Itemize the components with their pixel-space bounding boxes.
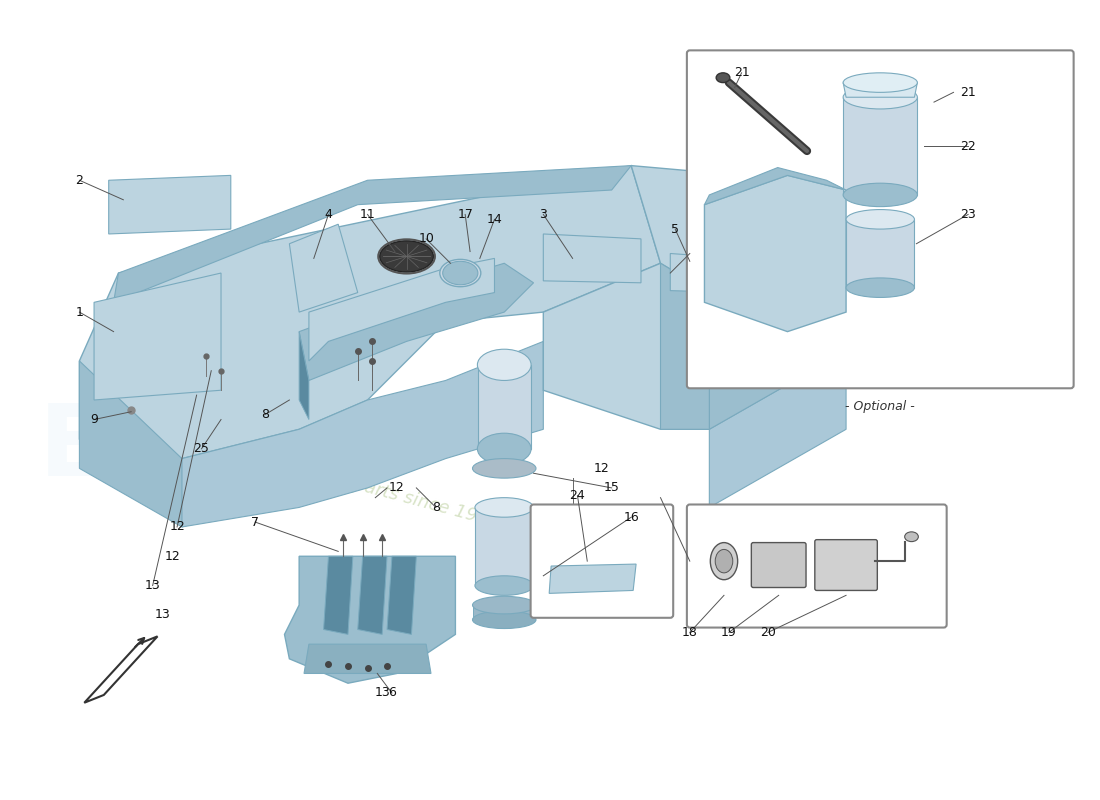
Text: 3: 3 xyxy=(539,208,547,221)
Text: 21: 21 xyxy=(960,86,976,99)
Polygon shape xyxy=(670,254,738,293)
Text: 13: 13 xyxy=(374,686,390,699)
Text: 11: 11 xyxy=(360,208,375,221)
Polygon shape xyxy=(710,205,846,430)
Polygon shape xyxy=(182,342,543,527)
Text: 25: 25 xyxy=(194,442,209,455)
Ellipse shape xyxy=(843,73,917,92)
Polygon shape xyxy=(323,556,353,634)
Text: 21: 21 xyxy=(734,66,749,79)
Text: 19: 19 xyxy=(720,626,737,639)
Polygon shape xyxy=(85,636,157,702)
Polygon shape xyxy=(704,175,846,332)
Polygon shape xyxy=(846,219,914,288)
Text: a passion for parts since 1985: a passion for parts since 1985 xyxy=(234,444,502,532)
Polygon shape xyxy=(299,263,534,381)
Ellipse shape xyxy=(442,262,477,285)
Text: ELASN: ELASN xyxy=(39,400,404,498)
Polygon shape xyxy=(79,361,299,527)
Text: 13: 13 xyxy=(145,579,161,592)
Text: 20: 20 xyxy=(760,626,775,639)
Text: 12: 12 xyxy=(594,462,609,475)
Polygon shape xyxy=(285,556,455,683)
Ellipse shape xyxy=(711,542,738,580)
Polygon shape xyxy=(843,82,917,98)
Ellipse shape xyxy=(473,596,536,614)
Text: 1: 1 xyxy=(76,306,84,318)
Text: 24: 24 xyxy=(570,490,585,502)
Ellipse shape xyxy=(716,73,730,82)
Polygon shape xyxy=(79,166,660,458)
Ellipse shape xyxy=(475,498,534,517)
FancyBboxPatch shape xyxy=(530,505,673,618)
Ellipse shape xyxy=(477,434,531,465)
Text: 8: 8 xyxy=(261,408,270,421)
Ellipse shape xyxy=(843,183,917,206)
Ellipse shape xyxy=(475,576,534,595)
Polygon shape xyxy=(631,166,846,293)
Polygon shape xyxy=(543,234,641,283)
Ellipse shape xyxy=(473,458,536,478)
Polygon shape xyxy=(843,98,917,195)
Polygon shape xyxy=(358,556,387,634)
Text: 5: 5 xyxy=(671,222,679,235)
FancyBboxPatch shape xyxy=(815,540,878,590)
Text: 9: 9 xyxy=(90,413,98,426)
Ellipse shape xyxy=(843,86,917,109)
Text: 16: 16 xyxy=(624,510,639,524)
Text: 10: 10 xyxy=(418,232,434,246)
Polygon shape xyxy=(475,507,534,586)
Ellipse shape xyxy=(846,210,914,229)
Ellipse shape xyxy=(904,532,918,542)
FancyBboxPatch shape xyxy=(686,50,1074,388)
Text: 13: 13 xyxy=(154,608,170,622)
Polygon shape xyxy=(95,273,221,400)
Ellipse shape xyxy=(715,550,733,573)
Ellipse shape xyxy=(379,241,433,272)
Polygon shape xyxy=(704,167,846,205)
Text: 8: 8 xyxy=(432,501,440,514)
Polygon shape xyxy=(299,332,309,419)
Text: 6: 6 xyxy=(388,686,396,699)
Ellipse shape xyxy=(440,259,481,286)
Text: 22: 22 xyxy=(960,139,976,153)
Polygon shape xyxy=(387,556,416,634)
Polygon shape xyxy=(710,351,846,507)
Text: 12: 12 xyxy=(389,482,405,494)
Text: 4: 4 xyxy=(324,208,332,221)
Text: 2: 2 xyxy=(76,174,84,186)
Text: 12: 12 xyxy=(164,550,180,562)
Polygon shape xyxy=(109,175,231,234)
Text: 15: 15 xyxy=(604,482,619,494)
Text: 23: 23 xyxy=(960,208,976,221)
Text: 18: 18 xyxy=(682,626,697,639)
FancyBboxPatch shape xyxy=(686,505,947,627)
FancyBboxPatch shape xyxy=(751,542,806,587)
Ellipse shape xyxy=(477,350,531,381)
Ellipse shape xyxy=(473,611,536,629)
Ellipse shape xyxy=(846,278,914,298)
Polygon shape xyxy=(473,605,536,620)
Polygon shape xyxy=(660,263,710,430)
Polygon shape xyxy=(289,224,358,312)
Polygon shape xyxy=(477,365,530,449)
Polygon shape xyxy=(304,644,431,674)
Text: 14: 14 xyxy=(486,213,503,226)
Polygon shape xyxy=(113,166,631,302)
Polygon shape xyxy=(309,258,495,361)
Polygon shape xyxy=(543,263,710,430)
Text: - Optional -: - Optional - xyxy=(846,400,915,413)
Polygon shape xyxy=(549,564,636,594)
Text: 17: 17 xyxy=(458,208,473,221)
Text: 7: 7 xyxy=(251,515,260,529)
Text: 12: 12 xyxy=(169,521,185,534)
